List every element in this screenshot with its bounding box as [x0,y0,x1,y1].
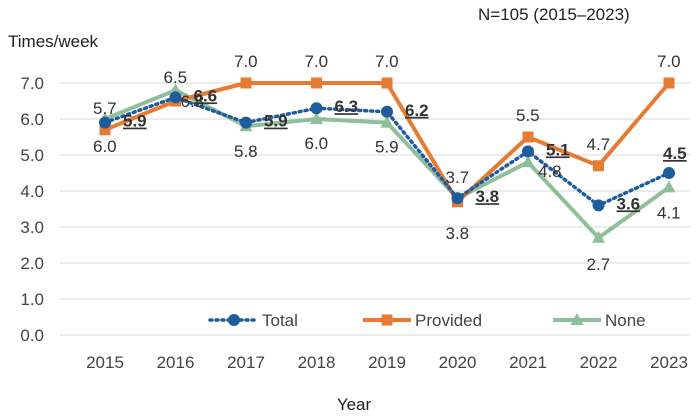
total-point [451,192,464,205]
provided-point [593,160,604,172]
x-tick-label: 2022 [580,353,618,372]
provided-point [522,131,534,143]
none-data-label: 4.1 [657,203,681,222]
provided-point [381,77,393,89]
provided-point [663,77,675,89]
legend-marker-provided [381,314,393,326]
x-axis: 2015 2016 2017 2018 2019 2020 2021 2022 2023 [86,353,688,372]
none-point [380,115,394,128]
total-data-label: 6.3 [335,97,359,116]
none-data-label: 6.0 [305,134,329,153]
y-tick-label: 5.0 [20,146,44,165]
x-tick-label: 2023 [650,353,688,372]
legend-label-provided: Provided [415,311,482,330]
provided-data-label: 7.0 [234,52,258,71]
x-tick-label: 2021 [509,353,547,372]
provided-data-label: 5.5 [516,106,540,125]
legend-marker-total [228,314,240,326]
legend: Total Provided None [208,311,646,330]
none-point [662,180,676,193]
total-data-label: 6.2 [405,101,429,120]
x-axis-label: Year [337,395,372,414]
none-data-label: 4.8 [538,162,562,181]
x-tick-label: 2017 [227,353,265,372]
total-data-label: 3.6 [617,194,641,213]
provided-data-label: 5.7 [93,99,117,118]
total-point [381,105,393,118]
none-data-label: 5.9 [375,138,399,157]
none-data-label: 6.8 [181,92,205,111]
gridlines [60,82,690,336]
none-point [592,230,605,243]
none-data-label: 5.8 [234,142,258,161]
x-tick-label: 2018 [298,353,336,372]
y-tick-label: 0.0 [20,326,44,345]
total-point [99,116,111,129]
provided-data-label: 6.5 [164,68,188,87]
provided-point [99,124,111,136]
total-data-label: 3.8 [476,187,500,206]
legend-item-none: None [553,311,646,330]
series [98,77,676,243]
y-tick-label: 4.0 [20,182,44,201]
provided-point [311,77,322,89]
chart-title: N=105 (2015–2023) [478,5,630,24]
legend-item-total: Total [208,311,298,330]
y-tick-label: 1.0 [20,290,44,309]
x-tick-label: 2020 [439,353,477,372]
total-point [310,102,323,115]
y-tick-label: 3.0 [20,218,44,237]
total-point [663,167,675,179]
y-tick-label: 6.0 [20,110,44,129]
y-axis: 0.0 1.0 2.0 3.0 4.0 5.0 6.0 7.0 [20,74,44,345]
provided-data-label: 7.0 [375,52,399,71]
legend-label-total: Total [262,311,298,330]
provided-data-label: 7.0 [305,52,329,71]
none-data-label: 6.0 [93,137,117,156]
none-point [310,112,323,124]
total-data-label: 4.5 [663,144,687,163]
none-data-label: 3.8 [446,224,470,243]
x-tick-label: 2019 [368,353,406,372]
provided-point [240,77,252,89]
total-data-label: 5.1 [546,140,570,159]
y-tick-label: 2.0 [20,254,44,273]
none-point [169,83,182,96]
data-labels: 5.9 6.6 5.9 6.3 6.2 3.8 5.1 3.6 4.5 5.7 6.5 7.0 7.0 7… [93,52,687,274]
total-data-label: 5.9 [123,112,147,131]
legend-item-provided: Provided [363,311,482,330]
x-tick-label: 2015 [86,353,124,372]
total-point [592,199,605,212]
none-data-label: 2.7 [587,255,611,274]
total-data-label: 5.9 [264,112,288,131]
total-point [522,145,534,158]
legend-label-none: None [605,311,646,330]
y-axis-label: Times/week [8,32,99,51]
provided-data-label: 3.7 [446,168,470,187]
total-point [169,91,182,104]
provided-data-label: 4.7 [587,135,611,154]
legend-marker-none [570,313,584,325]
provided-data-label: 7.0 [657,52,681,71]
x-tick-label: 2016 [157,353,195,372]
total-data-label: 6.6 [194,86,218,105]
none-point [521,155,535,168]
y-tick-label: 7.0 [20,74,44,93]
total-point [240,116,252,129]
